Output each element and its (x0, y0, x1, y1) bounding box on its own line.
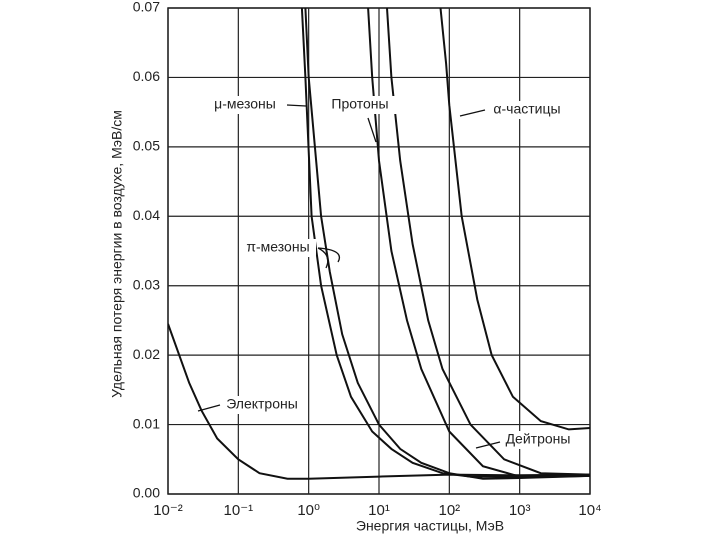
leader-line (459, 109, 486, 117)
label-bg (207, 96, 283, 114)
plot-frame (167, 7, 591, 495)
leader-line (317, 247, 341, 269)
y-tick-label: 0.04 (133, 207, 160, 223)
x-tick-label: 10² (438, 502, 460, 519)
leader-line (197, 404, 221, 412)
label-bg (240, 239, 316, 257)
leader-line (475, 441, 501, 449)
x-axis-title: Энергия частицы, МэВ (356, 518, 504, 534)
x-tick-label: 10³ (509, 502, 531, 519)
label-bg (489, 101, 565, 119)
label-bg (224, 396, 300, 414)
curves (168, 8, 590, 480)
series-label: Дейтроны (506, 431, 571, 447)
x-tick-label: 10⁰ (297, 502, 320, 519)
y-tick-label: 0.06 (133, 68, 160, 84)
series-label: α-частицы (493, 101, 560, 117)
y-tick-label: 0.03 (133, 276, 160, 292)
y-tick-label: 0.07 (133, 0, 160, 15)
curve (386, 8, 590, 476)
series-label: π-мезоны (246, 239, 309, 255)
x-tick-label: 10⁻² (153, 502, 183, 519)
series-label: Протоны (331, 96, 388, 112)
label-bg (500, 431, 576, 449)
label-bg (322, 96, 398, 114)
y-axis-title: Удельная потеря энергии в воздухе, МэВ/с… (109, 110, 125, 398)
curve (367, 8, 590, 478)
y-tick-label: 0.00 (133, 485, 160, 501)
leader-line (286, 104, 307, 107)
curve (439, 8, 590, 431)
y-tick-label: 0.02 (133, 346, 160, 362)
x-tick-label: 10¹ (368, 502, 390, 519)
leader-line (367, 117, 377, 143)
y-tick-label: 0.01 (133, 415, 160, 431)
curve (300, 8, 590, 478)
y-tick-label: 0.05 (133, 138, 160, 154)
curve (304, 8, 590, 480)
series-label: Электроны (226, 396, 298, 412)
x-tick-label: 10⁻¹ (224, 502, 254, 519)
series-label: μ-мезоны (214, 96, 276, 112)
x-tick-label: 10⁴ (578, 502, 601, 519)
